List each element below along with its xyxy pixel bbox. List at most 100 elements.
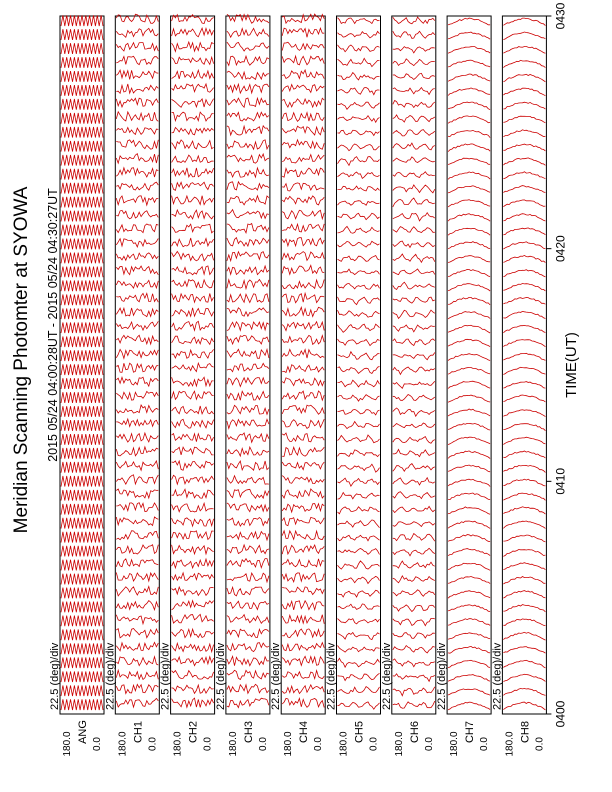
y-tick-bottom: 0.0 — [479, 737, 490, 751]
y-tick-top: 180.0 — [449, 731, 460, 756]
scale-label: 22.5 (deg)/div — [49, 642, 61, 710]
scan-line — [337, 57, 380, 68]
scan-line — [392, 448, 436, 458]
scan-line — [226, 111, 270, 122]
scan-line — [503, 199, 546, 207]
scan-line — [116, 390, 159, 401]
scan-line — [337, 560, 380, 570]
scan-line — [226, 628, 270, 639]
scan-line — [503, 366, 546, 375]
scan-line — [171, 557, 214, 570]
scan-line — [281, 83, 325, 94]
scan-line — [447, 436, 491, 445]
scan-line — [226, 194, 270, 206]
scan-line — [115, 516, 159, 527]
scan-line — [171, 335, 214, 346]
scan-line — [447, 17, 491, 26]
scan-line — [115, 641, 159, 652]
scan-line — [503, 631, 546, 641]
scan-line — [60, 350, 104, 362]
scan-line — [503, 478, 546, 487]
scan-line — [503, 185, 546, 193]
scan-line — [60, 489, 104, 501]
scan-line — [447, 450, 491, 459]
scan-line — [116, 376, 159, 388]
scan-line — [503, 576, 546, 585]
scan-line — [447, 576, 491, 584]
scan-line — [281, 613, 325, 625]
scan-line — [115, 252, 159, 262]
scan-line — [226, 600, 270, 611]
scan-line — [503, 701, 546, 711]
scan-line — [447, 701, 491, 711]
channel-label: CH2 — [188, 721, 200, 743]
scan-line — [281, 195, 325, 206]
scan-line — [116, 68, 159, 80]
scan-line — [171, 320, 214, 332]
scan-line — [392, 700, 436, 709]
scan-line — [281, 251, 325, 262]
scan-line — [392, 644, 435, 654]
scan-line — [60, 71, 104, 82]
scan-line — [115, 97, 159, 109]
scan-line — [115, 279, 159, 290]
scan-line — [392, 114, 436, 123]
scan-line — [226, 683, 270, 695]
scan-line — [60, 447, 104, 459]
scan-line — [60, 112, 104, 124]
scan-line — [226, 139, 270, 151]
scan-line — [503, 409, 546, 417]
scan-line — [392, 589, 436, 597]
x-tick-label: 0400 — [553, 700, 567, 727]
scan-line — [171, 361, 214, 373]
scan-line — [337, 618, 380, 625]
scan-line — [60, 559, 104, 571]
scan-line — [60, 615, 104, 627]
scan-line — [337, 491, 380, 500]
scan-line — [60, 29, 104, 40]
scan-line — [503, 659, 546, 669]
scan-line — [337, 71, 380, 81]
scan-line — [171, 223, 214, 234]
scan-line — [226, 404, 270, 416]
y-tick-bottom: 0.0 — [203, 737, 214, 751]
scan-line — [503, 381, 546, 389]
scan-line — [392, 253, 436, 264]
scan-line — [115, 195, 159, 207]
scan-line — [60, 517, 104, 529]
scan-line — [115, 27, 159, 39]
scan-line — [115, 544, 159, 555]
scan-line — [226, 669, 270, 681]
scan-line — [337, 686, 380, 694]
scan-line — [226, 320, 270, 332]
scan-line — [503, 646, 546, 654]
scan-line — [281, 291, 325, 304]
x-tick-label: 0430 — [553, 2, 567, 29]
scan-line — [171, 68, 214, 80]
scan-line — [171, 418, 214, 429]
scan-line — [226, 557, 270, 570]
scan-line — [447, 213, 491, 222]
scan-line — [337, 143, 380, 152]
y-tick-bottom: 0.0 — [258, 737, 269, 751]
scan-line — [226, 530, 270, 542]
scan-line — [281, 461, 325, 471]
scale-label: 22.5 (deg)/div — [215, 642, 227, 710]
scan-line — [171, 446, 214, 456]
panel-ch8 — [501, 15, 547, 715]
scan-line — [503, 73, 546, 83]
scan-line — [171, 683, 214, 695]
scale-label: 22.5 (deg)/div — [491, 642, 503, 710]
scan-line — [337, 310, 380, 318]
scan-line — [447, 674, 491, 682]
scan-line — [337, 366, 380, 375]
scan-line — [447, 31, 491, 40]
scan-line — [116, 334, 159, 346]
scan-line — [171, 13, 214, 24]
scan-line — [503, 46, 546, 54]
scan-line — [226, 613, 270, 625]
scan-line — [447, 353, 491, 361]
